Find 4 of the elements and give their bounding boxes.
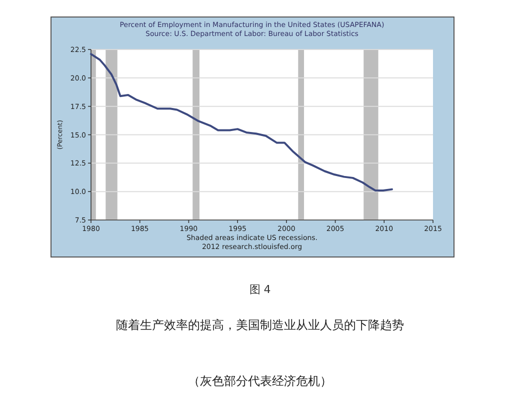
line-series bbox=[90, 53, 393, 192]
text: （灰色部分代表经济危机） bbox=[188, 374, 332, 388]
caption: 图 4 bbox=[249, 283, 271, 296]
text: 随着生产效率的提高，美国制造业从业人员的下降趋势 bbox=[116, 318, 404, 332]
